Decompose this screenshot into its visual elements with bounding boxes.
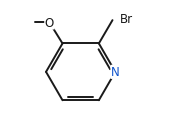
Text: N: N: [111, 66, 120, 79]
Text: O: O: [45, 17, 54, 30]
Text: Br: Br: [120, 13, 133, 26]
